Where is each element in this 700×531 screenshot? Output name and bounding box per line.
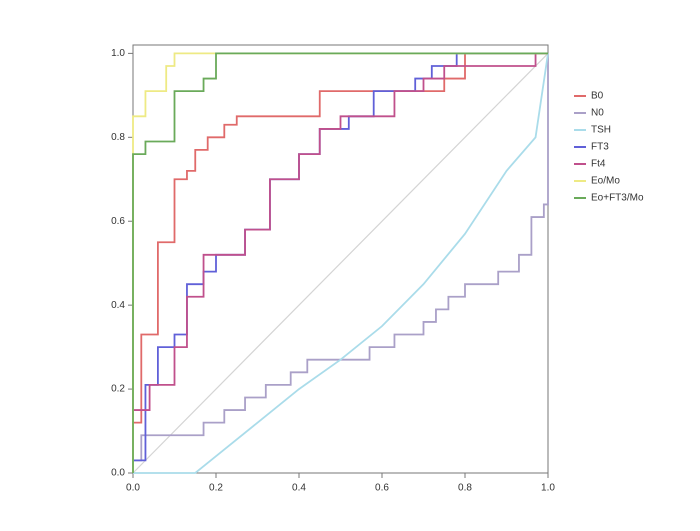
legend-label: FT3 — [591, 142, 609, 153]
y-tick-label: 0.2 — [111, 384, 125, 395]
roc-curve — [133, 53, 549, 474]
y-tick-label: 0.4 — [111, 300, 125, 311]
x-tick-label: 0.6 — [375, 483, 389, 494]
y-tick-label: 1.0 — [111, 48, 125, 59]
legend-label: TSH — [591, 125, 611, 136]
roc-curve — [133, 52, 548, 424]
x-tick-label: 0.8 — [458, 483, 472, 494]
roc-curve — [133, 52, 548, 411]
roc-curve — [133, 53, 549, 462]
x-tick-label: 0.0 — [126, 483, 140, 494]
legend-label: Eo+FT3/Mo — [591, 193, 644, 204]
roc-curve — [132, 52, 548, 473]
legend-label: N0 — [591, 108, 604, 119]
legend-label: Ft4 — [591, 159, 606, 170]
y-tick-label: 0.0 — [111, 468, 125, 479]
x-tick-label: 0.2 — [209, 483, 223, 494]
plot-frame — [132, 44, 549, 474]
legend-label: B0 — [591, 91, 604, 102]
x-tick-label: 1.0 — [541, 483, 555, 494]
reference-line — [132, 52, 549, 474]
legend-label: Eo/Mo — [591, 176, 620, 187]
roc-curve — [132, 52, 548, 473]
y-tick-label: 0.6 — [111, 216, 125, 227]
y-tick-label: 0.8 — [111, 132, 125, 143]
x-tick-label: 0.4 — [292, 483, 306, 494]
